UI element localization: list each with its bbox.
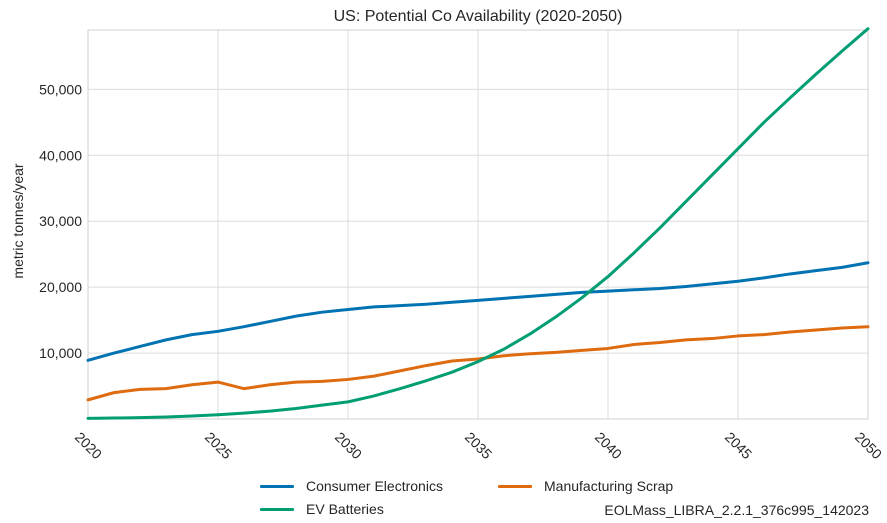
y-axis-label: metric tonnes/year [10, 163, 26, 278]
x-tick-label: 2030 [332, 429, 365, 462]
series-line-ev-batteries [86, 27, 870, 420]
y-tick-label: 20,000 [39, 279, 82, 295]
chart-title: US: Potential Co Availability (2020-2050… [334, 8, 623, 25]
footnote: EOLMass_LIBRA_2.2.1_376c995_142023 [604, 502, 869, 518]
legend-label: EV Batteries [306, 501, 384, 517]
x-tick-label: 2025 [202, 429, 235, 462]
legend-swatch [498, 484, 532, 488]
x-tick-label: 2035 [462, 429, 495, 462]
x-axis: 2020 2025 2030 2035 2040 2045 2050 [72, 429, 885, 462]
y-tick-label: 30,000 [39, 213, 82, 229]
x-tick-label: 2020 [72, 429, 105, 462]
legend: Consumer Electronics Manufacturing Scrap… [260, 478, 860, 522]
y-tick-label: 40,000 [39, 147, 82, 163]
series-line-consumer-electronics [86, 261, 870, 362]
legend-item-ev-batteries: EV Batteries [260, 501, 384, 517]
plot-frame [87, 29, 869, 420]
legend-label: Consumer Electronics [306, 478, 443, 494]
series-lines [86, 27, 870, 420]
x-tick-label: 2040 [592, 429, 625, 462]
line-chart: US: Potential Co Availability (2020-2050… [10, 8, 885, 462]
legend-item-consumer-electronics: Consumer Electronics [260, 478, 443, 494]
series-line-manufacturing-scrap [86, 325, 870, 402]
y-axis: 10,000 20,000 30,000 40,000 50,000 [39, 81, 82, 361]
x-tick-label: 2045 [722, 429, 755, 462]
y-tick-label: 10,000 [39, 345, 82, 361]
legend-swatch [260, 507, 294, 511]
x-tick-label: 2050 [852, 429, 885, 462]
legend-swatch [260, 484, 294, 488]
legend-item-manufacturing-scrap: Manufacturing Scrap [498, 478, 673, 494]
y-tick-label: 50,000 [39, 81, 82, 97]
legend-label: Manufacturing Scrap [544, 478, 674, 494]
